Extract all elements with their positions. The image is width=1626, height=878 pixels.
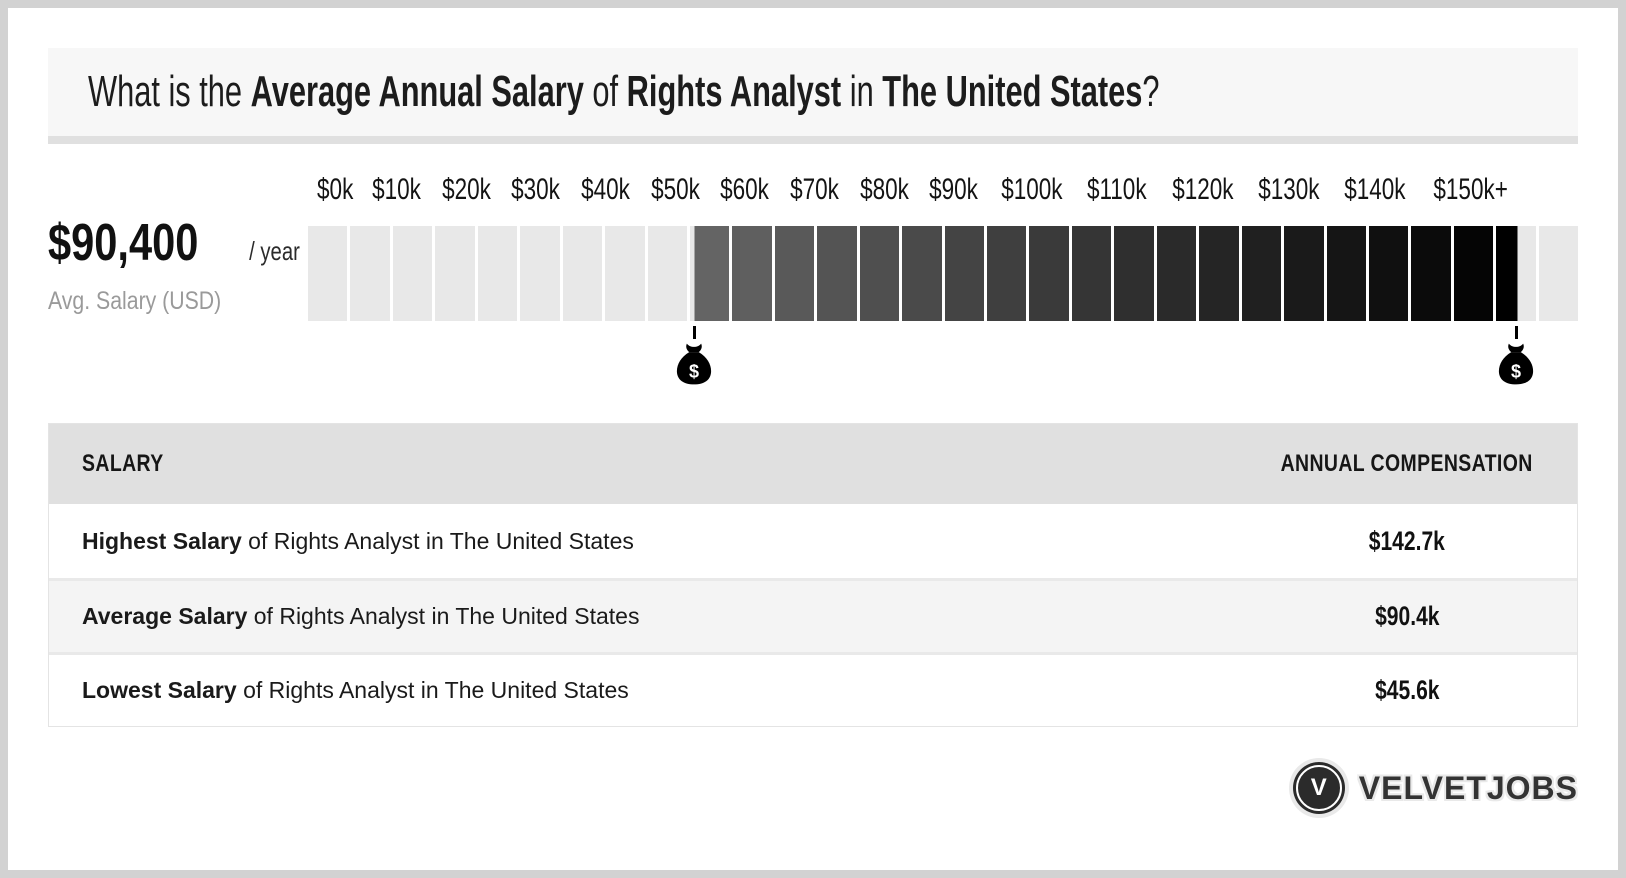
money-bag-icon: $	[676, 343, 712, 385]
scale-segment	[647, 226, 687, 321]
scale-segment	[1326, 226, 1366, 321]
scale-segment	[689, 226, 730, 321]
row-label: Highest Salary of Rights Analyst in The …	[82, 528, 634, 554]
column-header-compensation: ANNUAL COMPENSATION	[1280, 450, 1534, 477]
page-title: What is the Average Annual Salary of Rig…	[88, 67, 1160, 117]
scale-segment	[1538, 226, 1579, 321]
scale-segment	[1029, 226, 1069, 321]
marker-tick	[1514, 326, 1518, 339]
row-label-rest: of Rights Analyst in The United States	[241, 527, 634, 554]
marker-layer: $ $	[308, 321, 1578, 393]
table-row-highest: Highest Salary of Rights Analyst in The …	[49, 504, 1577, 578]
average-salary-caption: Avg. Salary (USD)	[48, 287, 222, 315]
row-value: $90.4k	[1374, 601, 1440, 631]
infographic-card: What is the Average Annual Salary of Rig…	[8, 8, 1618, 870]
axis-tick-label: $70k	[790, 173, 839, 206]
title-highlight-salary: Average Annual Salary	[250, 67, 584, 116]
scale-segment	[1114, 226, 1154, 321]
axis-tick-label: $90k	[929, 173, 979, 206]
axis-tick-label: $150k+	[1433, 173, 1508, 206]
title-text: What is the	[88, 67, 251, 116]
axis-tick-label: $80k	[859, 173, 909, 206]
table-row-lowest: Lowest Salary of Rights Analyst in The U…	[49, 652, 1577, 726]
table-header-row: SALARY ANNUAL COMPENSATION	[49, 424, 1577, 504]
scale-segment	[944, 226, 984, 321]
scale-segment	[1496, 226, 1536, 321]
scale-tick-labels: $0k $10k $20k $30k $40k $50k $60k $70k $80k $90k $…	[311, 173, 1520, 207]
scale-segment	[350, 226, 390, 321]
question-header: What is the Average Annual Salary of Rig…	[48, 48, 1578, 136]
scale-segment	[435, 226, 475, 321]
logo-letter: V	[1310, 774, 1327, 801]
marker-tick	[692, 326, 696, 339]
velvetjobs-logo-icon: V	[1292, 762, 1345, 814]
title-text: ?	[1142, 67, 1160, 116]
axis-tick-label: $120k	[1171, 173, 1234, 206]
row-label-rest: of Rights Analyst in The United States	[236, 677, 629, 703]
axis-tick-label: $30k	[511, 173, 561, 206]
title-text: in	[841, 67, 883, 116]
axis-tick-label: $50k	[650, 173, 700, 206]
footer: V VELVETJOBS	[8, 762, 1578, 814]
scale-segment	[774, 226, 815, 321]
scale-segment	[859, 226, 900, 321]
row-value: $45.6k	[1374, 675, 1440, 705]
row-value: $142.7k	[1368, 525, 1446, 556]
axis-tick-label: $100k	[1001, 173, 1063, 206]
table-row-average: Average Salary of Rights Analyst in The …	[49, 578, 1577, 652]
brand-name: VELVETJOBS	[1358, 769, 1578, 806]
money-bag-icon: $	[1499, 343, 1534, 385]
scale-segment	[1284, 226, 1324, 321]
scale-segment	[1156, 226, 1197, 321]
axis-tick-label: $10k	[372, 173, 421, 206]
highest-salary-marker: $	[1497, 321, 1535, 387]
axis-tick-label: $40k	[581, 173, 630, 206]
salary-scale-bar	[308, 226, 1579, 321]
title-text: of	[583, 67, 627, 116]
scale-segment	[1411, 226, 1451, 321]
row-label: Lowest Salary of Rights Analyst in The U…	[82, 677, 629, 703]
row-label-bold: Highest Salary	[82, 527, 242, 554]
dollar-glyph: $	[1511, 361, 1521, 381]
row-label: Average Salary of Rights Analyst in The …	[82, 603, 639, 629]
title-highlight-location: The United States	[882, 67, 1143, 116]
axis-tick-label: $60k	[720, 173, 770, 206]
axis-tick-label: $110k	[1087, 173, 1147, 206]
scale-segment	[1241, 226, 1282, 321]
scale-segment	[1071, 226, 1112, 321]
row-label-bold: Average Salary	[82, 603, 248, 629]
axis-tick-label: $0k	[317, 173, 354, 206]
column-header-salary: SALARY	[82, 450, 164, 477]
scale-segment	[392, 226, 433, 321]
axis-tick-label: $140k	[1344, 173, 1406, 206]
dollar-glyph: $	[689, 361, 699, 381]
salary-table: SALARY ANNUAL COMPENSATION Highest Salar…	[48, 423, 1578, 727]
scale-segment	[1453, 226, 1494, 321]
axis-tick-label: $130k	[1258, 173, 1320, 206]
row-label-rest: of Rights Analyst in The United States	[247, 603, 640, 629]
scale-segment	[987, 226, 1027, 321]
average-salary-suffix: / year	[249, 236, 301, 266]
salary-scale: $0k $10k $20k $30k $40k $50k $60k $70k $80k $90k $…	[308, 173, 1579, 393]
scale-segment	[1368, 226, 1409, 321]
title-highlight-job: Rights Analyst	[626, 67, 842, 116]
scale-segment	[732, 226, 772, 321]
scale-segment	[902, 226, 942, 321]
row-label-bold: Lowest Salary	[82, 677, 237, 703]
scale-segment	[817, 226, 857, 321]
average-salary-amount: $90,400	[48, 214, 199, 272]
lowest-salary-marker: $	[675, 321, 713, 387]
scale-segment	[605, 226, 645, 321]
scale-segment	[562, 226, 603, 321]
scale-segment	[520, 226, 560, 321]
scale-segment	[308, 226, 348, 321]
scale-segment	[1199, 226, 1239, 321]
salary-chart-section: $90,400 / year Avg. Salary (USD) $0k $10k…	[48, 173, 1579, 393]
axis-tick-label: $20k	[441, 173, 491, 206]
average-salary-block: $90,400 / year Avg. Salary (USD)	[48, 175, 308, 393]
scale-segment	[477, 226, 518, 321]
